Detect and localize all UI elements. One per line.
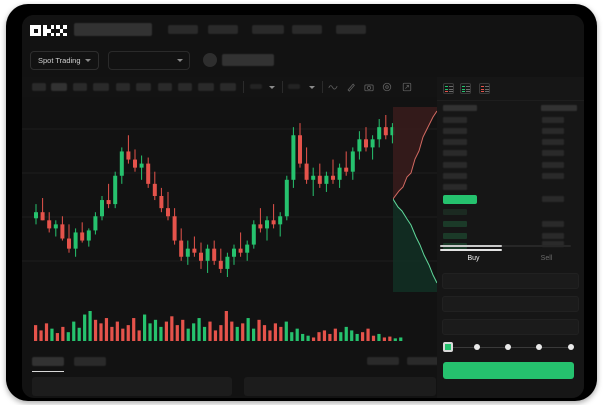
interval-button-1[interactable] <box>51 83 67 91</box>
bottom-panel-right[interactable] <box>244 377 436 396</box>
pencil-icon[interactable] <box>346 82 356 92</box>
orderbook-ask-price-4[interactable] <box>443 162 467 168</box>
chart-toolbar <box>22 77 437 97</box>
slider-step-75[interactable] <box>536 344 542 350</box>
orderbook-asks-icon[interactable] <box>479 83 490 94</box>
chevron-down-icon <box>84 59 91 62</box>
orderbook-bid-price-2[interactable] <box>443 233 467 239</box>
orderbook-bid-price-1[interactable] <box>443 221 467 227</box>
orderbook-header-price <box>443 105 477 111</box>
interval-button-8[interactable] <box>198 83 214 91</box>
device-frame: Spot Trading <box>6 4 597 401</box>
order-total-field[interactable] <box>442 319 579 335</box>
orderbook-ask-price-0[interactable] <box>443 117 467 123</box>
nav-item-1[interactable] <box>208 25 238 34</box>
orderbook-bid-amount-3 <box>542 241 564 247</box>
pair-name <box>222 54 274 66</box>
chevron-down-icon <box>269 86 275 89</box>
market-info-bar: Spot Trading <box>22 45 584 103</box>
bottom-panel-left[interactable] <box>32 377 232 396</box>
interval-button-7[interactable] <box>178 83 192 91</box>
settings-gear-icon[interactable] <box>382 82 392 92</box>
depth-chart-overlay <box>393 107 437 292</box>
indicator-wave-icon[interactable] <box>328 82 338 92</box>
orderbook-header-amount <box>541 105 577 111</box>
orderbook-ask-price-3[interactable] <box>443 150 467 156</box>
nav-item-3[interactable] <box>292 25 322 34</box>
nav-item-4[interactable] <box>336 25 366 34</box>
orders-tabs-bar <box>22 352 439 374</box>
candlestick-series <box>34 115 395 277</box>
coin-avatar <box>203 53 217 67</box>
order-book-panel: Buy Sell <box>437 77 584 398</box>
timeframe-dropdown[interactable] <box>250 84 262 89</box>
orderbook-last-amount <box>542 196 564 202</box>
top-navigation-bar <box>22 15 584 45</box>
fullscreen-icon[interactable] <box>402 82 412 92</box>
orderbook-ask-amount-2 <box>542 139 564 145</box>
tab-buy[interactable]: Buy <box>467 255 480 262</box>
nav-item-0[interactable] <box>168 25 198 34</box>
volume-chart <box>22 297 437 352</box>
orderbook-scrollbar-thumb[interactable] <box>440 245 502 247</box>
orderbook-bid-price-0[interactable] <box>443 209 467 215</box>
orderbook-bid-amount-1 <box>542 221 564 227</box>
interval-button-5[interactable] <box>136 83 151 91</box>
orderbook-ask-amount-1 <box>542 128 564 134</box>
orderbook-last-price <box>443 195 477 204</box>
submit-buy-button[interactable] <box>443 362 574 379</box>
orders-action-0[interactable] <box>367 357 399 365</box>
app-screen: Spot Trading <box>22 15 584 398</box>
volume-series <box>34 311 403 341</box>
tab-open-orders[interactable] <box>32 357 64 366</box>
amount-slider-handle[interactable] <box>443 342 453 352</box>
orders-action-1[interactable] <box>407 357 439 365</box>
orderbook-ask-price-1[interactable] <box>443 128 467 134</box>
order-tab-active-underline <box>440 249 502 251</box>
interval-button-2[interactable] <box>73 83 87 91</box>
orderbook-ask-amount-3 <box>542 150 564 156</box>
search-input[interactable] <box>74 23 152 36</box>
chevron-down-icon <box>309 86 315 89</box>
interval-button-3[interactable] <box>93 83 109 91</box>
interval-button-9[interactable] <box>220 83 236 91</box>
orderbook-scrollbar-track[interactable] <box>440 245 571 247</box>
orderbook-ask-price-6[interactable] <box>443 184 467 190</box>
orderbook-bids-icon[interactable] <box>460 83 471 94</box>
trading-mode-label: Spot Trading <box>38 56 81 65</box>
slider-step-25[interactable] <box>474 344 480 350</box>
chart-type-dropdown[interactable] <box>288 84 300 89</box>
order-price-field[interactable] <box>442 273 579 289</box>
pair-select[interactable] <box>108 51 190 70</box>
bottom-panels <box>22 374 437 398</box>
interval-button-4[interactable] <box>116 83 130 91</box>
interval-button-6[interactable] <box>158 83 172 91</box>
okx-logo[interactable] <box>30 25 67 36</box>
camera-icon[interactable] <box>364 82 374 92</box>
price-chart[interactable] <box>22 97 437 297</box>
slider-step-100[interactable] <box>568 344 574 350</box>
nav-item-2[interactable] <box>252 25 284 34</box>
tab-order-history[interactable] <box>74 357 106 366</box>
orderbook-ask-price-5[interactable] <box>443 173 467 179</box>
chart-gridlines <box>22 128 437 262</box>
orderbook-bid-amount-2 <box>542 233 564 239</box>
tab-active-underline <box>32 371 64 372</box>
orderbook-ask-price-2[interactable] <box>443 139 467 145</box>
trading-mode-selector[interactable]: Spot Trading <box>30 51 99 70</box>
interval-button-0[interactable] <box>32 83 46 91</box>
divider <box>437 100 584 101</box>
orderbook-ask-amount-5 <box>542 173 564 179</box>
orderbook-ask-amount-4 <box>542 162 564 168</box>
orderbook-ask-amount-0 <box>542 117 564 123</box>
tab-sell[interactable]: Sell <box>540 255 553 262</box>
order-amount-field[interactable] <box>442 296 579 312</box>
orderbook-both-icon[interactable] <box>443 83 454 94</box>
chevron-down-icon <box>177 59 183 62</box>
slider-step-50[interactable] <box>505 344 511 350</box>
